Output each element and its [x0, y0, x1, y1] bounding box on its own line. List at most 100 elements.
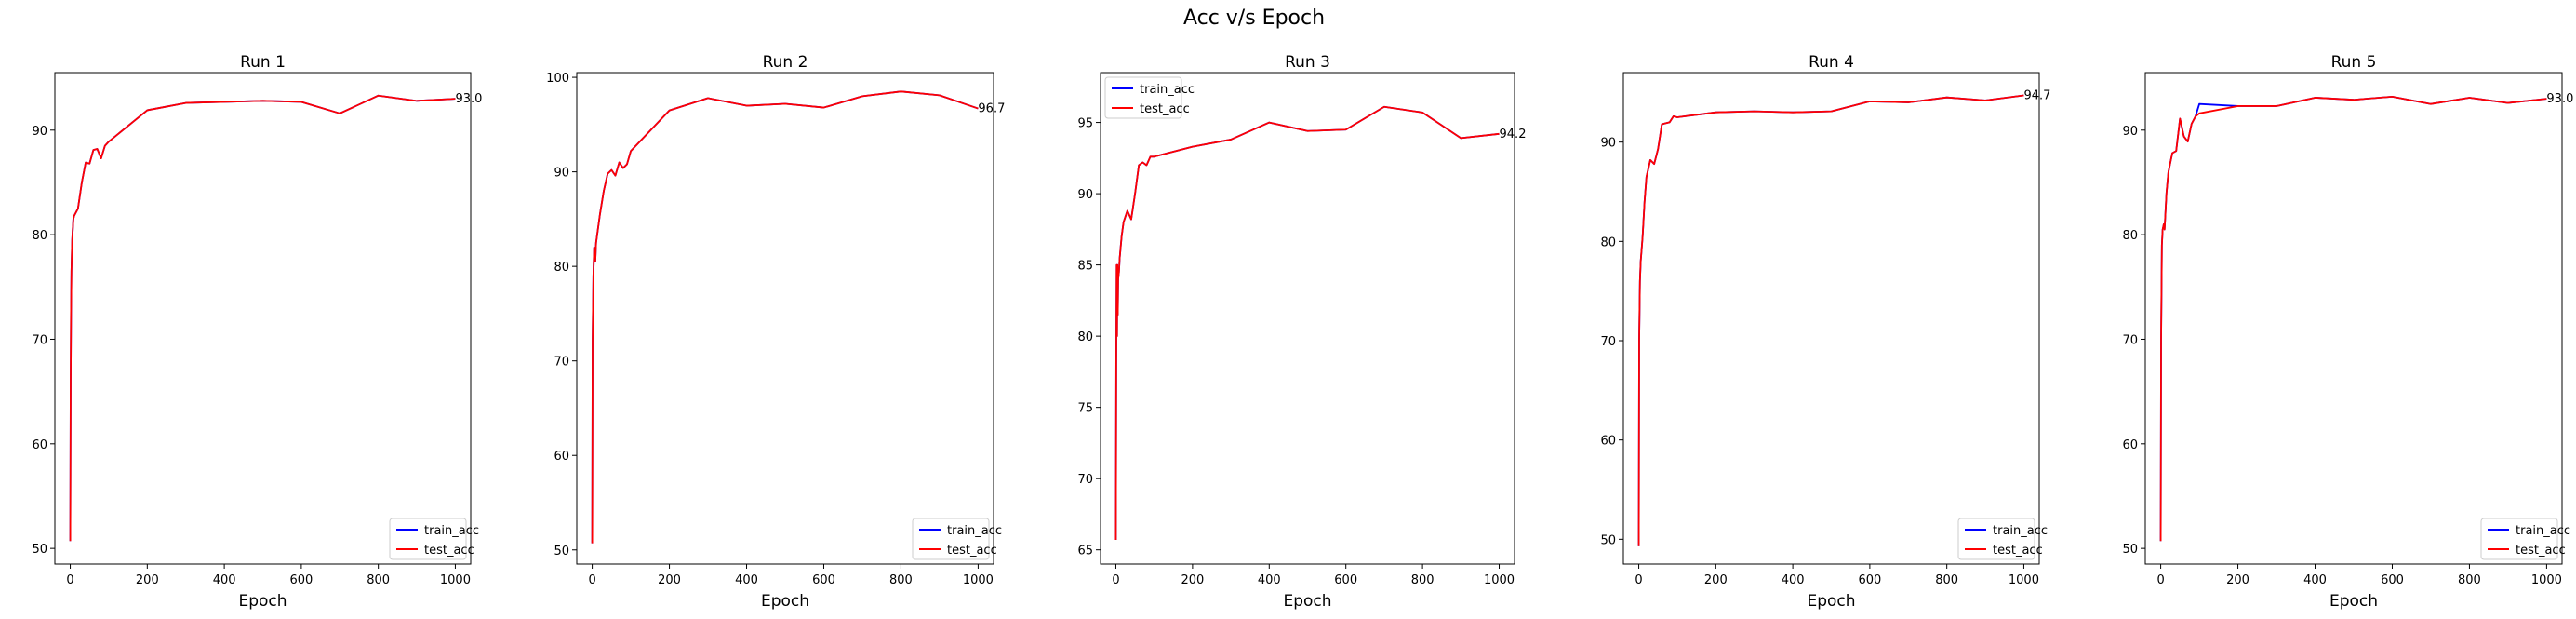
subplot-run-4: Run 4 0 200 400 600 800 1000 50 60 70 80 90 Epoch 94.… — [1600, 53, 2050, 611]
legend-label: train_acc — [424, 524, 479, 538]
figure-suptitle: Acc v/s Epoch — [1183, 7, 1325, 30]
legend-label: train_acc — [1140, 83, 1195, 97]
x-tick-label: 1000 — [2009, 573, 2039, 587]
subplot-title: Run 1 — [240, 53, 286, 72]
x-tick-label: 200 — [658, 573, 681, 587]
y-tick-label: 80 — [2122, 229, 2138, 243]
subplot-title: Run 4 — [1809, 53, 1854, 72]
y-tick-label: 85 — [1077, 260, 1093, 274]
y-tick-label: 50 — [554, 545, 569, 558]
x-tick-label: 800 — [1411, 573, 1435, 587]
axes-frame — [576, 72, 994, 565]
end-value-label: 96.7 — [978, 102, 1005, 116]
x-tick-label: 1000 — [440, 573, 471, 587]
x-axis-label: Epoch — [2329, 592, 2378, 611]
y-tick-label: 75 — [1077, 402, 1093, 416]
legend: train_acc test_acc — [389, 518, 479, 560]
subplot-title: Run 2 — [763, 53, 808, 72]
y-tick-label: 70 — [32, 333, 47, 347]
subplot-run-2: Run 2 0 200 400 600 800 1000 50 60 70 80 90 100 Epoch… — [546, 53, 1005, 611]
x-tick-label: 0 — [588, 573, 595, 587]
legend-label: test_acc — [424, 544, 474, 558]
x-tick-label: 400 — [735, 573, 758, 587]
x-tick-label: 0 — [1112, 573, 1119, 587]
x-tick-label: 400 — [213, 573, 236, 587]
legend-label: train_acc — [947, 524, 1002, 538]
y-tick-label: 50 — [1600, 533, 1616, 547]
subplot-run-1: Run 1 0 200 400 600 800 1000 50 60 70 80 90 Epoch 93.… — [32, 53, 482, 611]
x-tick-label: 400 — [2303, 573, 2327, 587]
x-tick-label: 600 — [1858, 573, 1881, 587]
y-tick-label: 70 — [554, 356, 569, 370]
x-tick-label: 200 — [1181, 573, 1204, 587]
end-value-label: 93.0 — [455, 92, 482, 106]
legend: train_acc test_acc — [1957, 518, 2048, 560]
x-tick-label: 800 — [367, 573, 390, 587]
x-tick-label: 400 — [1258, 573, 1281, 587]
legend-label: test_acc — [1993, 544, 2043, 558]
x-tick-label: 600 — [289, 573, 313, 587]
x-tick-label: 400 — [1782, 573, 1805, 587]
x-tick-label: 1000 — [2531, 573, 2562, 587]
series-line-test-acc — [1114, 105, 1500, 540]
x-axis-label: Epoch — [238, 592, 287, 611]
y-tick-label: 95 — [1077, 117, 1093, 131]
x-axis-label: Epoch — [1283, 592, 1331, 611]
y-tick-label: 90 — [32, 125, 47, 139]
y-tick-label: 80 — [32, 229, 47, 243]
axes-frame — [54, 72, 472, 565]
series-line-test-acc — [1637, 94, 2024, 546]
x-tick-label: 800 — [1935, 573, 1958, 587]
legend: train_acc test_acc — [2480, 518, 2570, 560]
x-tick-label: 1000 — [963, 573, 994, 587]
legend: train_acc test_acc — [1104, 76, 1195, 119]
x-tick-label: 600 — [1334, 573, 1357, 587]
series-line-test-acc — [69, 94, 456, 542]
x-tick-label: 600 — [812, 573, 835, 587]
x-tick-label: 200 — [2226, 573, 2249, 587]
y-tick-label: 90 — [1077, 188, 1093, 202]
subplot-run-3: Run 3 0 200 400 600 800 1000 65 70 75 80 85 90 95 Epoc… — [1077, 53, 1526, 611]
y-tick-label: 70 — [1600, 335, 1616, 349]
y-tick-label: 50 — [32, 543, 47, 557]
x-tick-label: 0 — [1635, 573, 1642, 587]
x-axis-label: Epoch — [761, 592, 809, 611]
y-tick-label: 70 — [1077, 473, 1093, 487]
x-axis-label: Epoch — [1807, 592, 1855, 611]
y-tick-label: 60 — [2122, 438, 2138, 452]
subplot-run-5: Run 5 0 200 400 600 800 1000 50 60 70 80 90 Epoch 93.… — [2122, 53, 2573, 611]
axes-frame — [1100, 72, 1515, 565]
y-tick-label: 80 — [1077, 330, 1093, 344]
y-tick-label: 60 — [32, 438, 47, 452]
series-line-test-acc — [591, 90, 979, 544]
y-tick-label: 80 — [1600, 235, 1616, 249]
y-tick-label: 50 — [2122, 543, 2138, 557]
y-tick-label: 80 — [554, 261, 569, 275]
y-tick-label: 60 — [554, 450, 569, 464]
legend-label: train_acc — [2516, 524, 2570, 538]
y-tick-label: 90 — [2122, 125, 2138, 139]
y-tick-label: 70 — [2122, 333, 2138, 347]
x-tick-label: 0 — [66, 573, 73, 587]
end-value-label: 93.0 — [2546, 92, 2573, 106]
x-tick-label: 800 — [889, 573, 913, 587]
subplot-title: Run 3 — [1285, 53, 1330, 72]
x-tick-label: 200 — [1704, 573, 1728, 587]
x-tick-label: 600 — [2381, 573, 2404, 587]
axes-frame — [1622, 72, 2040, 565]
x-tick-label: 200 — [136, 573, 159, 587]
subplot-title: Run 5 — [2331, 53, 2377, 72]
y-tick-label: 90 — [1600, 137, 1616, 151]
end-value-label: 94.2 — [1500, 128, 1527, 141]
legend-label: test_acc — [947, 544, 997, 558]
y-tick-label: 100 — [546, 72, 569, 86]
y-tick-label: 65 — [1077, 545, 1093, 558]
legend-label: test_acc — [1140, 102, 1190, 116]
y-tick-label: 90 — [554, 167, 569, 181]
x-tick-label: 1000 — [1484, 573, 1515, 587]
series-line-test-acc — [2159, 95, 2547, 542]
legend-label: train_acc — [1993, 524, 2048, 538]
end-value-label: 94.7 — [2023, 89, 2050, 103]
